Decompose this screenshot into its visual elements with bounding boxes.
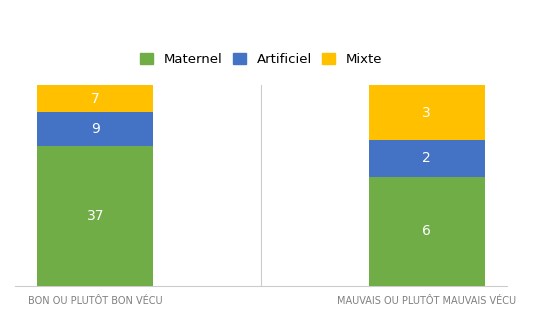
Text: 37: 37 [87,209,104,223]
Bar [37,85,153,112]
Text: 7: 7 [91,91,100,106]
Bar [37,112,153,146]
Text: 3: 3 [422,106,431,120]
Bar [369,177,485,286]
Bar [369,140,485,177]
Bar [369,85,485,140]
Legend: Maternel, Artificiel, Mixte: Maternel, Artificiel, Mixte [134,48,388,71]
Text: 2: 2 [422,151,431,165]
Text: 6: 6 [422,224,431,239]
Bar [37,146,153,286]
Text: 9: 9 [91,122,100,136]
